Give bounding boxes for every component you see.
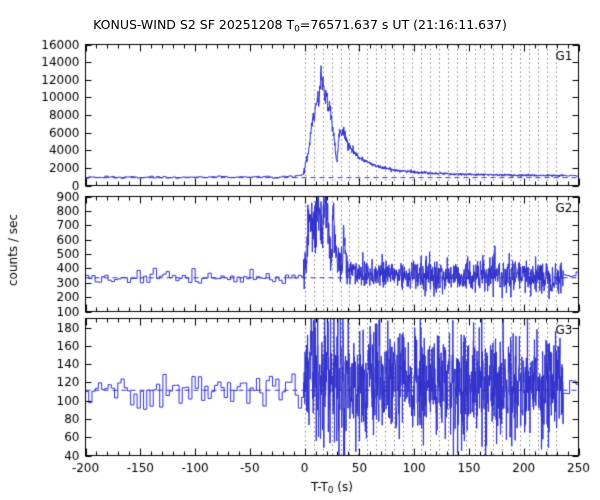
konus-wind-light-curve-canvas <box>0 0 600 500</box>
light-curve-figure: KONUS-WIND S2 SF 20251208 T0=76571.637 s… <box>0 0 600 500</box>
